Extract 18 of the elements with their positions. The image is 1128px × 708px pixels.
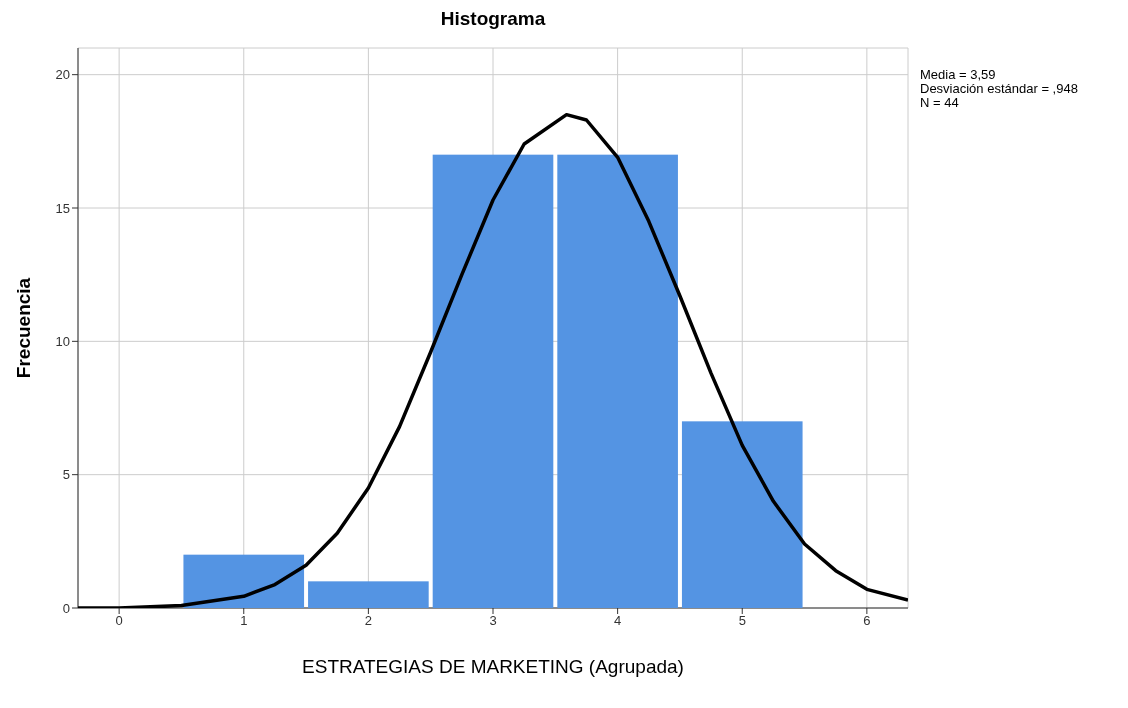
x-axis-title: ESTRATEGIAS DE MARKETING (Agrupada)	[302, 656, 684, 677]
text: Media = 3,59	[920, 67, 997, 82]
x-tick-label: 4	[614, 613, 622, 629]
y-tick-label: 10	[55, 333, 70, 349]
text: N = 44	[920, 95, 960, 110]
y-tick-label: 15	[55, 200, 70, 216]
x-tick-label: 1	[240, 613, 248, 629]
x-tick-label: 6	[863, 613, 871, 629]
y-tick-label: 0	[62, 600, 70, 616]
y-tick-label: 20	[55, 67, 70, 83]
x-tick-label: 5	[738, 613, 746, 629]
y-axis-title: Frecuencia	[12, 277, 34, 379]
x-tick-label: 0	[115, 613, 123, 629]
y-tick-label: 5	[62, 467, 70, 483]
x-tick-label: 3	[489, 613, 497, 629]
text: Desviación estándar = ,948	[920, 81, 1078, 96]
x-tick-label: 2	[364, 613, 372, 629]
chart-title: Histograma	[440, 8, 546, 29]
